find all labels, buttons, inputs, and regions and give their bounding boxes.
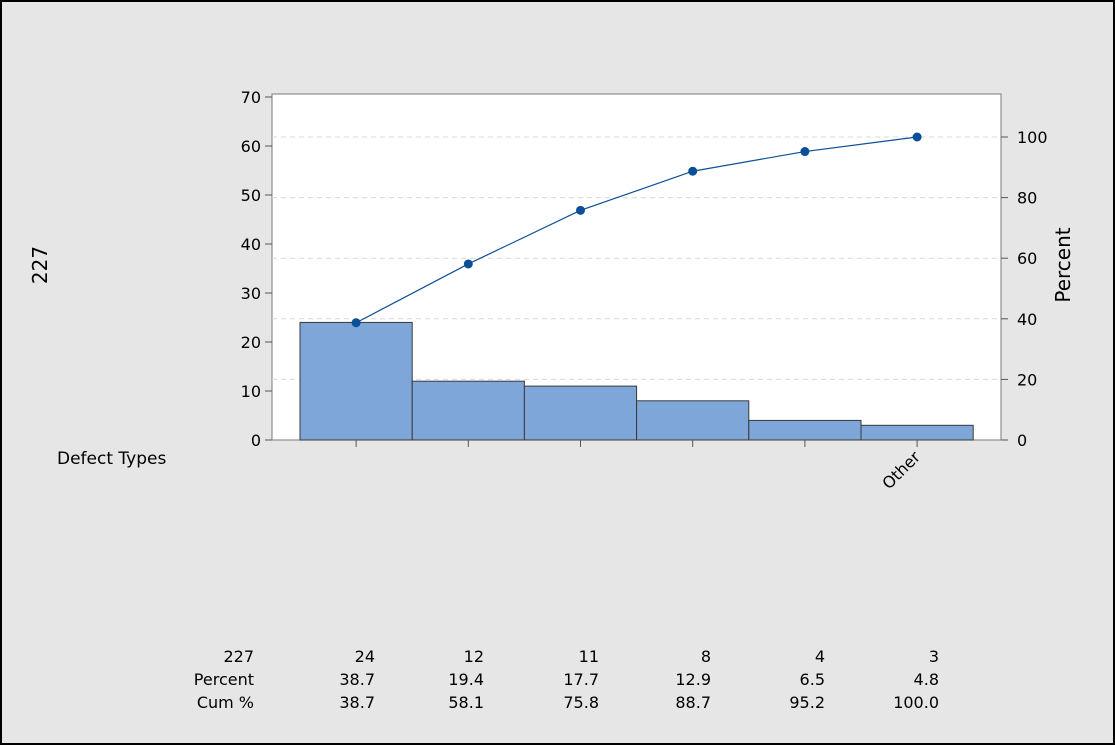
y-tick-label: 10: [241, 382, 261, 401]
table-cell: 11: [578, 647, 599, 666]
cumulative-point: [912, 132, 922, 142]
table-cell: 8: [700, 647, 711, 666]
y-tick-label: 30: [241, 284, 261, 303]
table-row-label: Cum %: [196, 693, 254, 712]
y-tick-label: 50: [241, 186, 261, 205]
bar: [411, 380, 525, 441]
y-tick-label: 0: [251, 431, 261, 450]
y-axis-title: 227: [28, 245, 52, 285]
y-tick-label: 40: [241, 235, 261, 254]
table-cell: 24: [354, 647, 375, 666]
table-cell: 17.7: [563, 670, 599, 689]
table-cell: 88.7: [675, 693, 711, 712]
y2-tick-label: 100: [1017, 128, 1048, 147]
y2-tick-label: 20: [1017, 370, 1037, 389]
y2-axis-title: Percent: [1051, 227, 1075, 303]
bar: [860, 424, 974, 441]
cumulative-point: [688, 166, 698, 176]
cumulative-line: [355, 136, 918, 324]
table-row-label: 227: [223, 647, 254, 666]
bar: [299, 321, 413, 441]
table-cell: 6.5: [799, 670, 825, 689]
y-tick-label: 60: [241, 137, 261, 156]
table-row-label: Percent: [193, 670, 254, 689]
y2-tick-label: 40: [1017, 310, 1037, 329]
table-cell: 12: [463, 647, 484, 666]
y2-tick-label: 80: [1017, 189, 1037, 208]
table-cell: 4: [814, 647, 825, 666]
table-cell: 19.4: [448, 670, 484, 689]
y2-tick-label: 0: [1017, 431, 1027, 450]
table-cell: 58.1: [448, 693, 484, 712]
cumulative-point: [463, 259, 473, 269]
table-cell: 95.2: [789, 693, 825, 712]
x-axis-title: Defect Types: [57, 449, 167, 469]
table-cell: 4.8: [913, 670, 939, 689]
cumulative-point: [800, 147, 810, 157]
y-tick-label: 20: [241, 333, 261, 352]
table-cell: 75.8: [563, 693, 599, 712]
x-tick-label: Other: [878, 447, 924, 493]
bar: [636, 400, 750, 441]
cumulative-point: [576, 205, 585, 215]
y2-tick-label: 60: [1017, 249, 1037, 268]
y-tick-label: 70: [241, 88, 261, 107]
table-cell: 38.7: [339, 693, 375, 712]
cumulative-point: [351, 318, 361, 328]
table-cell: 38.7: [339, 670, 375, 689]
table-cell: 3: [928, 647, 939, 666]
bar: [523, 385, 638, 441]
table-cell: 100.0: [893, 693, 939, 712]
table-cell: 12.9: [675, 670, 711, 689]
bar: [748, 419, 862, 441]
